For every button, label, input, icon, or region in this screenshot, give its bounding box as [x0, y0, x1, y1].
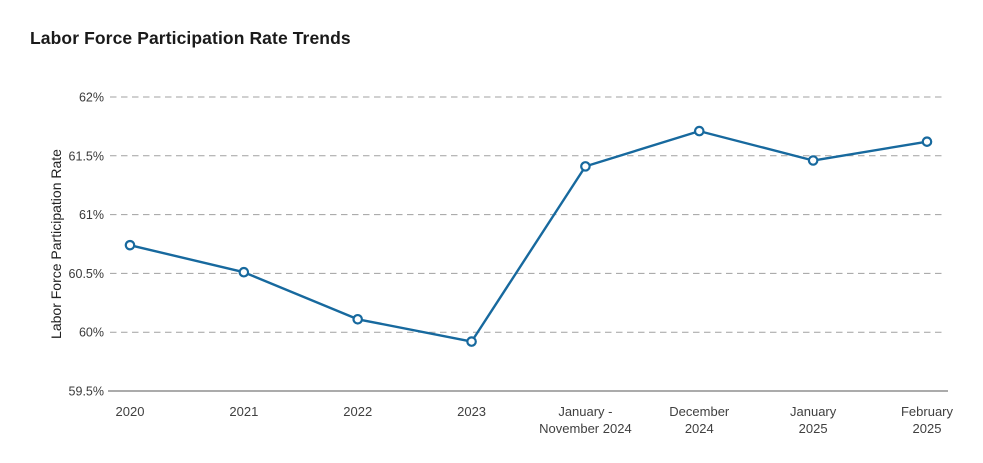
y-tick-label: 60% — [79, 326, 104, 340]
data-point-marker[interactable] — [238, 266, 250, 278]
data-point-marker[interactable] — [352, 313, 364, 325]
data-point-marker[interactable] — [124, 239, 136, 251]
x-tick-label: 2022 — [343, 404, 372, 419]
x-tick-label: 2020 — [116, 404, 145, 419]
y-tick-label: 60.5% — [69, 267, 104, 281]
data-point-marker[interactable] — [807, 155, 819, 166]
data-point-marker[interactable] — [693, 125, 705, 137]
x-tick-label: January -November 2024 — [539, 404, 632, 436]
x-tick-label: February 2025 — [901, 404, 954, 436]
series-line — [129, 129, 928, 343]
y-tick-label: 62% — [79, 91, 104, 105]
y-tick-label: 59.5% — [69, 385, 104, 399]
x-tick-label: 2021 — [229, 404, 258, 419]
x-tick-label: 2023 — [457, 404, 486, 419]
data-point-marker[interactable] — [580, 161, 591, 172]
x-tick-label: January 2025 — [790, 404, 837, 436]
chart-title: Labor Force Participation Rate Trends — [30, 28, 351, 48]
x-tick-label: December 2024 — [669, 404, 730, 436]
data-point-marker[interactable] — [921, 136, 933, 147]
y-tick-label: 61% — [79, 208, 104, 222]
y-tick-label: 61.5% — [69, 149, 104, 163]
data-point-marker[interactable] — [466, 336, 477, 347]
